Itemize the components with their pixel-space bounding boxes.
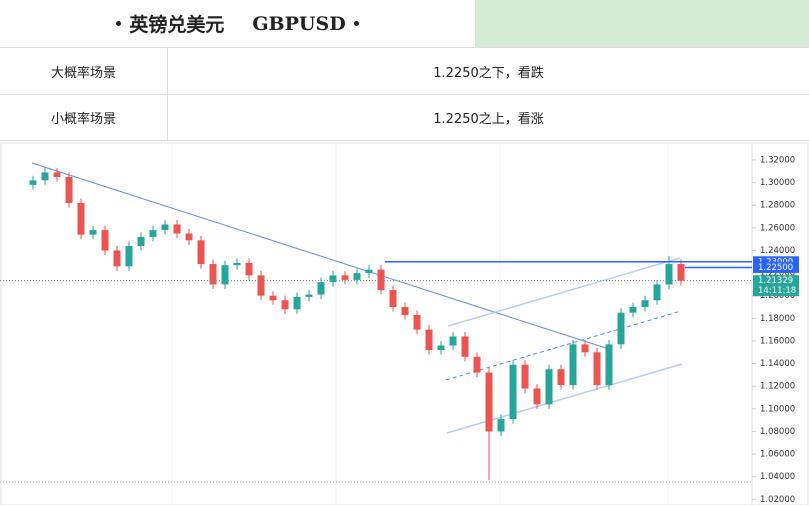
y-tick-label: 1.32000 — [760, 155, 795, 165]
candle-body — [605, 344, 613, 386]
y-tick-label: 1.04000 — [760, 472, 795, 482]
candle-body — [209, 264, 217, 285]
candle-body — [677, 264, 685, 281]
last-price-box — [753, 275, 799, 297]
header: 英镑兑美元 GBPUSD — [0, 0, 809, 48]
candle-body — [653, 284, 661, 301]
v-grid — [171, 143, 669, 505]
scenario-text: 1.2250之下，看跌 — [433, 65, 544, 81]
candle-body — [305, 294, 313, 297]
candle-body — [377, 269, 385, 291]
candle-body — [533, 388, 541, 405]
candle-body — [617, 312, 625, 345]
candle-body — [473, 356, 481, 373]
y-tick-label: 1.22000 — [760, 269, 795, 279]
y-tick-label: 1.10000 — [760, 404, 795, 414]
y-tick-label: 1.28000 — [760, 201, 795, 211]
candle-body — [29, 180, 37, 185]
candle-body — [509, 364, 517, 420]
y-tick-label: 1.26000 — [760, 223, 795, 233]
scenario-name: 小概率场景 — [0, 94, 168, 140]
channel-mid-line — [445, 310, 682, 381]
title-bar: 英镑兑美元 GBPUSD — [0, 0, 475, 47]
y-tick-label: 1.02000 — [760, 495, 795, 505]
candle-body — [641, 300, 649, 308]
candle-body — [449, 336, 457, 346]
candle-body — [593, 352, 601, 386]
candle-body — [557, 369, 565, 386]
candle-body — [257, 275, 265, 296]
candle-body — [569, 344, 577, 386]
candle-body — [485, 372, 493, 432]
candle-body — [353, 273, 361, 280]
candle-body — [197, 240, 205, 265]
candle-body — [521, 364, 529, 389]
y-tick-label: 1.14000 — [760, 359, 795, 369]
candle-body — [137, 236, 145, 246]
candle-body — [245, 262, 253, 276]
candle-body — [389, 290, 397, 308]
candle-body — [629, 307, 637, 313]
candle-body — [185, 233, 193, 241]
price-label-box — [753, 256, 799, 268]
candle-body — [581, 344, 589, 353]
candle-body — [125, 245, 133, 267]
candle-body — [113, 250, 121, 267]
bullet — [116, 21, 122, 26]
price-label: 1.22500 — [758, 263, 793, 273]
candle-body — [545, 369, 553, 405]
table-row: 小概率场景 1.2250之上，看涨 — [0, 94, 809, 141]
y-tick-label: 1.16000 — [760, 336, 795, 346]
candle-body — [461, 336, 469, 357]
y-tick-label: 1.20000 — [760, 291, 795, 301]
candle-body — [425, 329, 433, 351]
header-panel — [475, 0, 809, 47]
price-label-box — [753, 261, 799, 273]
last-price-label: 1.21329 — [758, 276, 793, 286]
candle-body — [41, 172, 49, 181]
chart-frame — [0, 142, 809, 505]
candle-body — [269, 295, 277, 301]
symbol: GBPUSD — [252, 12, 346, 35]
scenario-name: 大概率场景 — [0, 48, 168, 94]
candle-body — [437, 345, 445, 351]
y-tick-label: 1.24000 — [760, 246, 795, 256]
candle-body — [65, 176, 73, 203]
candle-body — [497, 419, 505, 432]
y-tick-label: 1.06000 — [760, 450, 795, 460]
candle-body — [281, 300, 289, 310]
scenario-text: 1.2250之上，看涨 — [433, 111, 544, 127]
candle-body — [329, 275, 337, 283]
y-tick-label: 1.12000 — [760, 382, 795, 392]
candle-body — [365, 269, 373, 274]
candle-body — [317, 282, 325, 295]
candle-body — [161, 224, 169, 231]
candle-body — [173, 224, 181, 234]
candle-body — [89, 230, 97, 235]
last-price-time: 14:11:18 — [758, 286, 796, 296]
candle-body — [101, 230, 109, 251]
candle-body — [401, 307, 409, 315]
candle-body — [341, 275, 349, 280]
candle-body — [53, 172, 61, 177]
candle-body — [77, 202, 85, 235]
bullet — [353, 21, 359, 26]
y-tick-label: 1.18000 — [760, 314, 795, 324]
candle-body — [413, 314, 421, 330]
candle-body — [293, 296, 301, 310]
y-tick-label: 1.30000 — [760, 178, 795, 188]
candle-body — [233, 262, 241, 266]
channel-line — [447, 257, 681, 327]
y-tick-label: 1.08000 — [760, 427, 795, 437]
candle-body — [221, 265, 229, 285]
candle-body — [149, 230, 157, 237]
table-row: 大概率场景 1.2250之下，看跌 — [0, 48, 809, 95]
candle-body — [665, 264, 673, 285]
title: 英镑兑美元 — [129, 14, 225, 36]
trend-line — [31, 162, 613, 351]
